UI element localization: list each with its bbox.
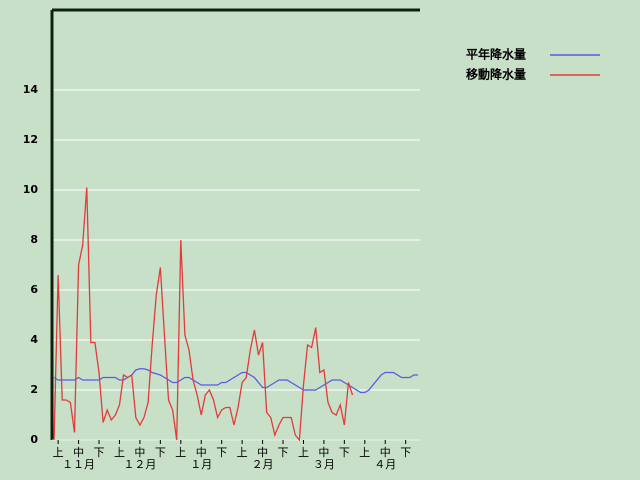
- x-tick-label: 中: [318, 446, 329, 459]
- x-tick-label: 中: [257, 446, 268, 459]
- series-line: [53, 187, 354, 442]
- x-tick-label: 中: [380, 446, 391, 459]
- x-tick-label: 下: [94, 446, 105, 459]
- x-tick-label: 下: [339, 446, 350, 459]
- month-label: １１月: [62, 458, 95, 471]
- x-tick-label: 上: [237, 446, 248, 459]
- x-tick-label: 中: [73, 446, 84, 459]
- y-tick-label: 4: [30, 333, 38, 346]
- y-tick-label: 12: [23, 133, 38, 146]
- month-label: ３月: [313, 458, 335, 471]
- x-tick-label: 下: [278, 446, 289, 459]
- y-tick-label: 2: [30, 383, 38, 396]
- y-tick-label: 14: [23, 83, 39, 96]
- x-tick-label: 下: [155, 446, 166, 459]
- x-tick-label: 中: [134, 446, 145, 459]
- x-tick-label: 上: [298, 446, 309, 459]
- y-tick-label: 0: [30, 433, 38, 446]
- legend-label: 移動降水量: [466, 67, 526, 82]
- y-tick-label: 10: [23, 183, 39, 196]
- x-tick-label: 中: [196, 446, 207, 459]
- x-tick-label: 上: [175, 446, 186, 459]
- month-label: １２月: [123, 458, 156, 471]
- month-label: ４月: [374, 458, 396, 471]
- x-tick-label: 下: [400, 446, 411, 459]
- series-line: [53, 368, 418, 394]
- x-tick-label: 下: [216, 446, 227, 459]
- month-label: １月: [190, 458, 212, 471]
- legend-label: 平年降水量: [466, 47, 526, 62]
- x-tick-label: 上: [359, 446, 370, 459]
- x-tick-label: 上: [114, 446, 125, 459]
- month-label: ２月: [252, 458, 274, 471]
- y-tick-label: 6: [30, 283, 38, 296]
- x-tick-label: 上: [53, 446, 64, 459]
- y-tick-label: 8: [30, 233, 38, 246]
